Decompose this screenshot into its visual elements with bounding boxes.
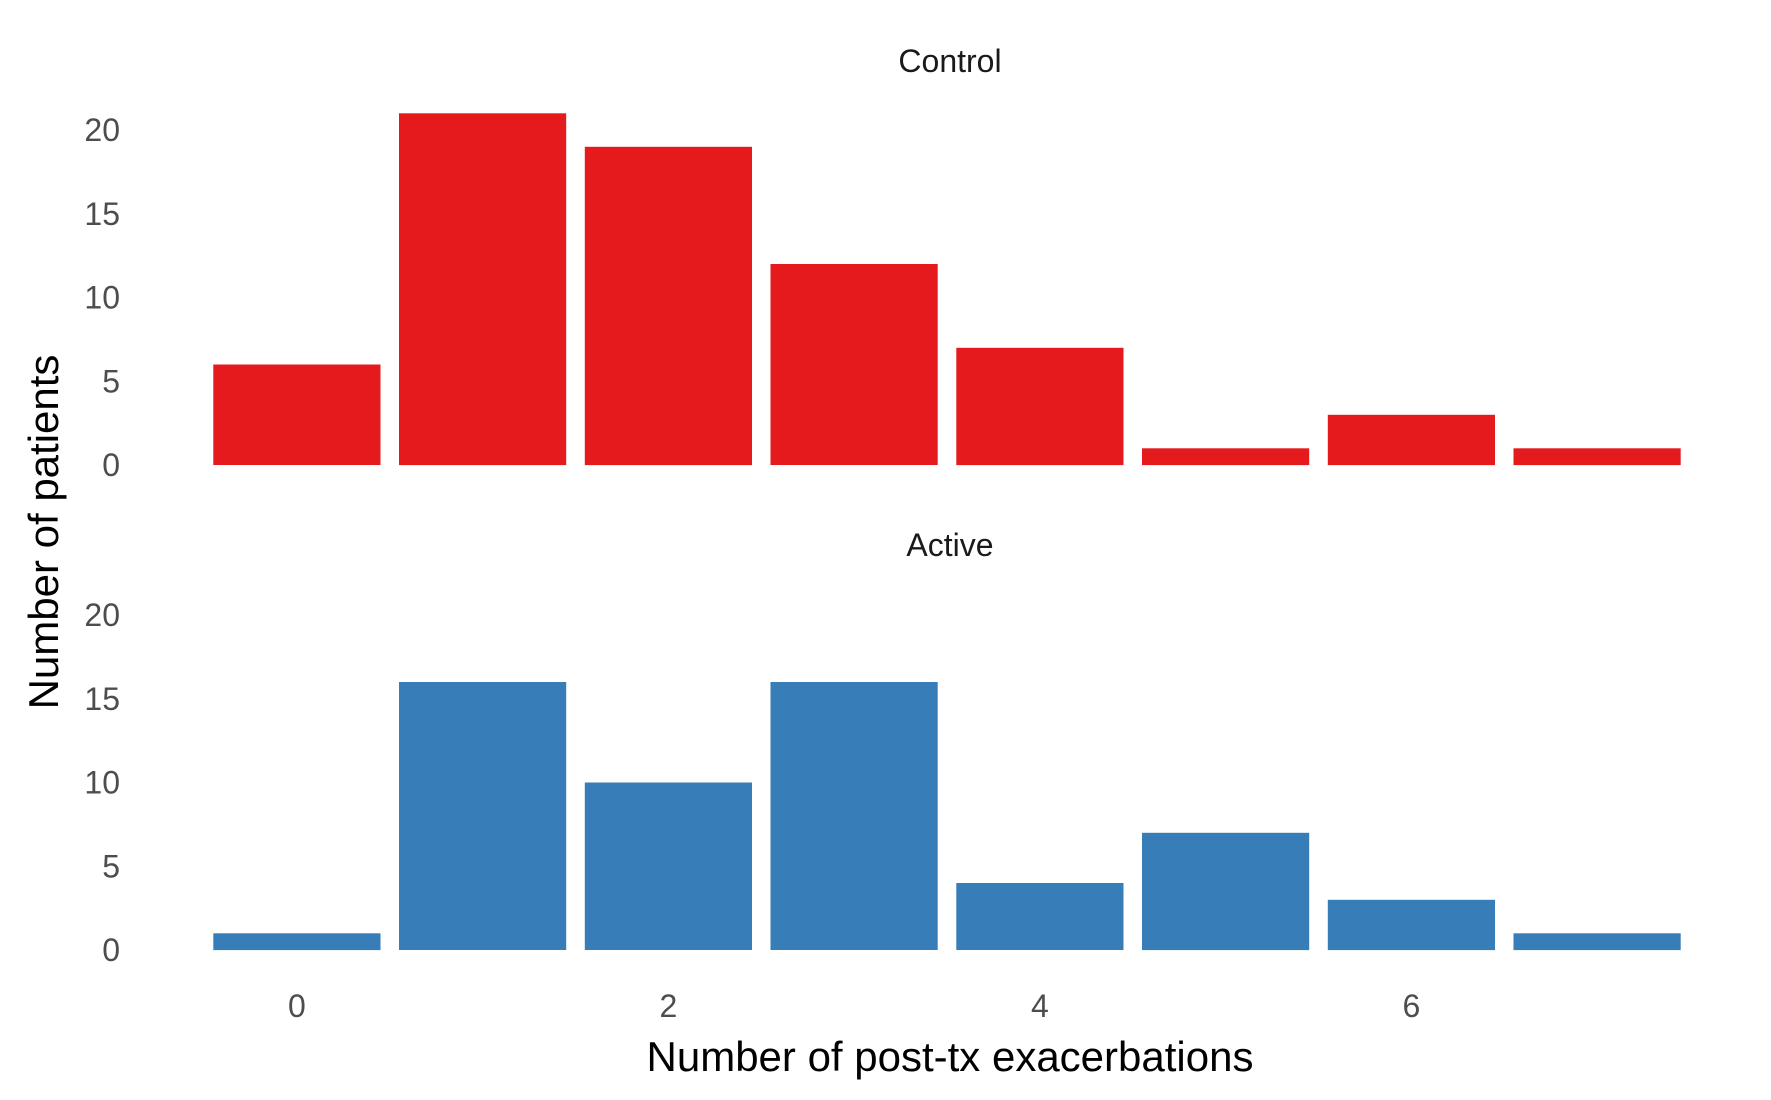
bar [1327, 414, 1495, 466]
bar [770, 264, 938, 465]
y-tick-label: 15 [84, 681, 120, 717]
y-tick-label: 20 [84, 597, 120, 633]
bar [584, 782, 752, 950]
bar [399, 682, 567, 950]
bar [956, 347, 1124, 466]
y-tick-label: 5 [102, 363, 120, 399]
y-tick-label: 20 [84, 112, 120, 148]
x-tick-label: 2 [660, 988, 678, 1024]
bar [1327, 899, 1495, 951]
bar [1513, 933, 1681, 951]
chart-panels: Control 0 5 10 15 20 Active 0 5 10 15 20 [84, 43, 1681, 968]
y-tick-label: 10 [84, 280, 120, 316]
x-axis-ticks: 0 2 4 6 [288, 988, 1420, 1024]
bar [1142, 448, 1310, 466]
y-tick-label: 10 [84, 765, 120, 801]
facet-strip-label: Active [906, 527, 993, 563]
x-axis-title: Number of post-tx exacerbations [647, 1033, 1254, 1080]
bar [399, 113, 567, 466]
y-tick-label: 0 [102, 932, 120, 968]
bar [213, 933, 381, 951]
bar [213, 364, 381, 465]
bar [584, 146, 752, 466]
x-tick-label: 4 [1031, 988, 1049, 1024]
y-tick-label: 0 [102, 447, 120, 483]
bar [1513, 448, 1681, 466]
facet-panel-control: Control 0 5 10 15 20 [84, 43, 1681, 483]
bar [1142, 832, 1310, 951]
bar [956, 883, 1124, 950]
x-tick-label: 0 [288, 988, 306, 1024]
y-tick-label: 15 [84, 196, 120, 232]
facet-panel-active: Active 0 5 10 15 20 [84, 527, 1681, 968]
y-axis-title: Number of patients [20, 355, 67, 710]
x-tick-label: 6 [1403, 988, 1421, 1024]
bar [770, 682, 938, 950]
facet-strip-label: Control [898, 43, 1001, 79]
y-tick-label: 5 [102, 848, 120, 884]
